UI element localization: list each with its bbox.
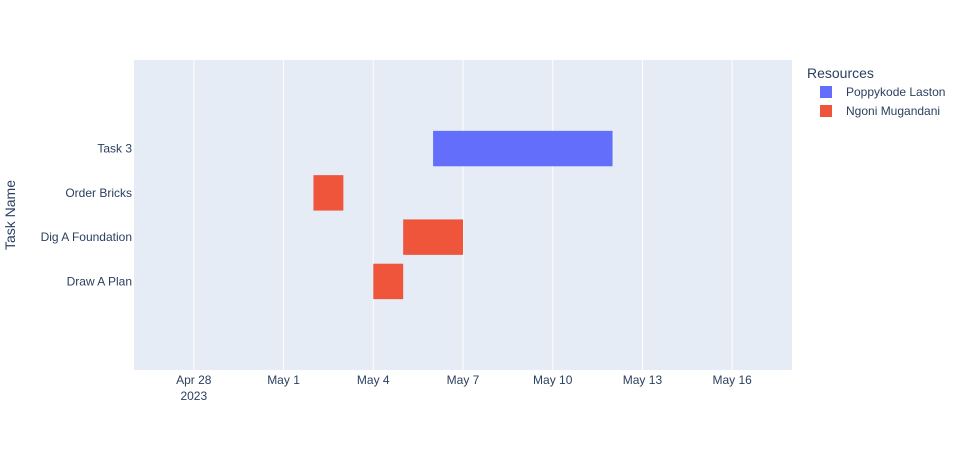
legend-swatch[interactable] (820, 86, 832, 98)
x-axis-ticks: Apr 28 2023 May 1 May 4 May 7 May 10 May 13 May… (176, 373, 752, 403)
x-tick-sublabel: 2023 (180, 389, 207, 403)
task-bar[interactable] (313, 175, 344, 211)
grid-lines (193, 60, 733, 370)
legend-label[interactable]: Ngoni Mugandani (846, 104, 940, 118)
x-tick-label: May 16 (713, 373, 753, 387)
legend-title: Resources (807, 65, 874, 81)
legend-label[interactable]: Poppykode Laston (846, 85, 945, 99)
x-tick-label: Apr 28 (176, 373, 212, 387)
y-tick-label: Order Bricks (65, 186, 132, 200)
legend-swatch[interactable] (820, 105, 832, 117)
task-bar[interactable] (403, 219, 463, 255)
y-axis-ticks: Draw A Plan Dig A Foundation Order Bricks T… (41, 142, 133, 289)
y-axis-title: Task Name (2, 180, 18, 250)
y-tick-label: Dig A Foundation (41, 230, 132, 244)
x-tick-label: May 4 (357, 373, 390, 387)
task-bars (313, 130, 613, 300)
task-bar[interactable] (373, 263, 404, 300)
legend: Resources Poppykode Laston Ngoni Mugandan… (807, 65, 945, 118)
task-bar[interactable] (433, 130, 613, 167)
y-tick-label: Draw A Plan (67, 274, 132, 288)
x-tick-label: May 1 (267, 373, 300, 387)
x-tick-label: May 10 (533, 373, 573, 387)
y-tick-label: Task 3 (97, 142, 132, 156)
x-tick-label: May 7 (447, 373, 480, 387)
x-tick-label: May 13 (623, 373, 663, 387)
